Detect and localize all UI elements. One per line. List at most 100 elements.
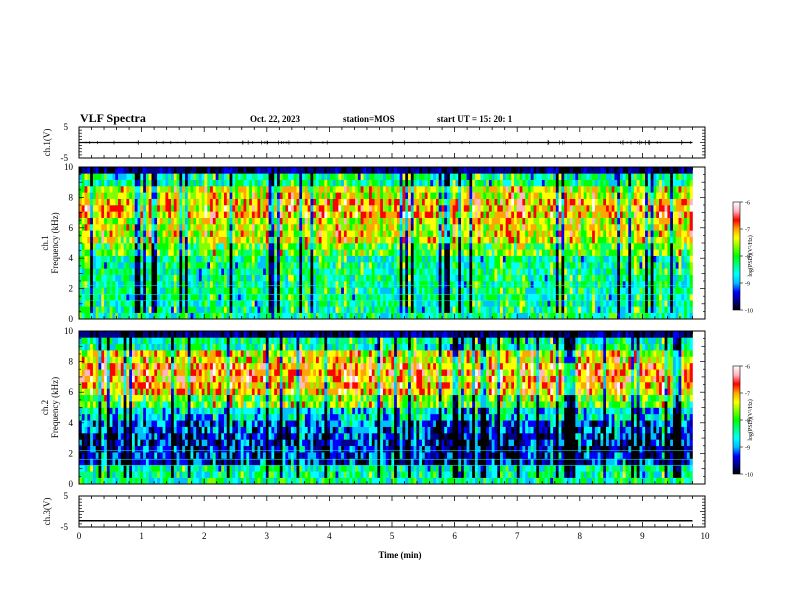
spectrogram-cell [193, 186, 197, 193]
spectrogram-cell [530, 243, 534, 250]
spectrogram-cell [90, 262, 94, 269]
spectrogram-cell [210, 312, 214, 320]
spectrogram-cell [533, 173, 537, 180]
spectrogram-cell [329, 268, 334, 275]
spectrogram-cell [631, 217, 635, 225]
spectrogram-cell [569, 243, 573, 250]
spectrogram-cell [343, 274, 347, 282]
spectrogram-cell [394, 300, 398, 307]
spectrogram-cell [603, 192, 607, 199]
spectrogram-cell [251, 306, 255, 313]
spectrogram-cell [435, 236, 440, 244]
spectrogram-cell [606, 306, 610, 313]
spectrogram-cell [410, 287, 414, 294]
spectrogram-cell [346, 186, 350, 193]
spectrogram-cell [625, 205, 629, 212]
spectrogram-cell [455, 211, 459, 218]
spectrogram-cell [296, 205, 300, 212]
spectrogram-cell [162, 255, 166, 263]
spectrogram-cell [226, 243, 230, 250]
spectrogram-cell [525, 167, 529, 174]
spectrogram-cell [115, 186, 119, 193]
spectrogram-cell [288, 230, 292, 237]
spectrogram-cell [268, 236, 272, 244]
spectrogram-cell [316, 281, 320, 288]
spectrogram-cell [210, 217, 214, 225]
spectrogram-cell [265, 268, 269, 275]
spectrogram-cell [196, 255, 200, 263]
spectrogram-cell [452, 173, 456, 180]
spectrogram-cell [193, 287, 197, 294]
spectrogram-cell [221, 192, 225, 199]
spectrogram-cell [572, 300, 576, 307]
spectrogram-cell [541, 236, 545, 244]
spectrogram-cell [377, 236, 381, 244]
spectrogram-cell [79, 274, 83, 282]
spectrogram-cell [221, 173, 225, 180]
spectrogram-cell [304, 230, 308, 237]
spectrogram-cell [140, 249, 144, 256]
spectrogram-cell [235, 167, 239, 174]
spectrogram-cell [165, 262, 169, 269]
spectrogram-cell [396, 173, 400, 180]
spectrogram-cell [293, 249, 297, 256]
spectrogram-cell [95, 230, 99, 237]
spectrogram-cell [329, 293, 334, 301]
spectrogram-cell [541, 306, 545, 313]
spectrogram-cell [449, 287, 453, 294]
spectrogram-cell [441, 179, 445, 187]
spectrogram-cell [143, 236, 147, 244]
spectrogram-cell [98, 281, 102, 288]
spectrogram-cell [226, 281, 230, 288]
spectrogram-cell [374, 230, 378, 237]
spectrogram-cell [329, 236, 334, 244]
spectrogram-cell [254, 281, 258, 288]
spectrogram-cell [243, 205, 247, 212]
spectrogram-cell [419, 236, 423, 244]
spectrogram-cell [500, 306, 504, 313]
spectrogram-cell [536, 236, 540, 244]
spectrogram-cell [586, 306, 590, 313]
spectrogram-cell [500, 205, 504, 212]
spectrogram-cell [120, 192, 124, 199]
spectrogram-cell [463, 205, 467, 212]
spectrogram-cell [547, 236, 551, 244]
spectrogram-cell [307, 274, 311, 282]
spectrogram-cell [592, 312, 596, 320]
spectrogram-cell [480, 211, 484, 218]
spectrogram-cell [413, 186, 417, 193]
spectrogram-cell [580, 211, 585, 218]
spectrogram-cell [371, 224, 375, 231]
spectrogram-cell [95, 167, 99, 174]
spectrogram-cell [371, 243, 375, 250]
spectrogram-cell [410, 217, 414, 225]
spectrogram-cell [438, 249, 442, 256]
spectrogram-cell [251, 274, 255, 282]
spectrogram-cell [171, 243, 175, 250]
spectrogram-cell [594, 173, 598, 180]
spectrogram-cell [109, 255, 113, 263]
spectrogram-cell [265, 293, 269, 301]
spectrogram-cell [366, 274, 370, 282]
spectrogram-cell [249, 173, 253, 180]
spectrogram-cell [226, 287, 230, 294]
spectrogram-cell [349, 217, 353, 225]
spectrogram-cell [106, 287, 110, 294]
spectrogram-cell [622, 230, 626, 237]
spectrogram-cell [505, 230, 509, 237]
spectrogram-cell [310, 198, 314, 206]
spectrogram-cell [112, 179, 116, 187]
spectrogram-cell [229, 186, 233, 193]
spectrogram-cell [625, 230, 629, 237]
spectrogram-cell [187, 198, 191, 206]
spectrogram-cell [215, 173, 219, 180]
spectrogram-cell [600, 173, 604, 180]
spectrogram-cell [363, 262, 367, 269]
spectrogram-cell [580, 186, 585, 193]
spectrogram-cell [316, 186, 320, 193]
spectrogram-cell [249, 255, 253, 263]
spectrogram-cell [533, 262, 537, 269]
spectrogram-cell [129, 268, 133, 275]
spectrogram-cell [463, 287, 467, 294]
spectrogram-cell [90, 268, 94, 275]
